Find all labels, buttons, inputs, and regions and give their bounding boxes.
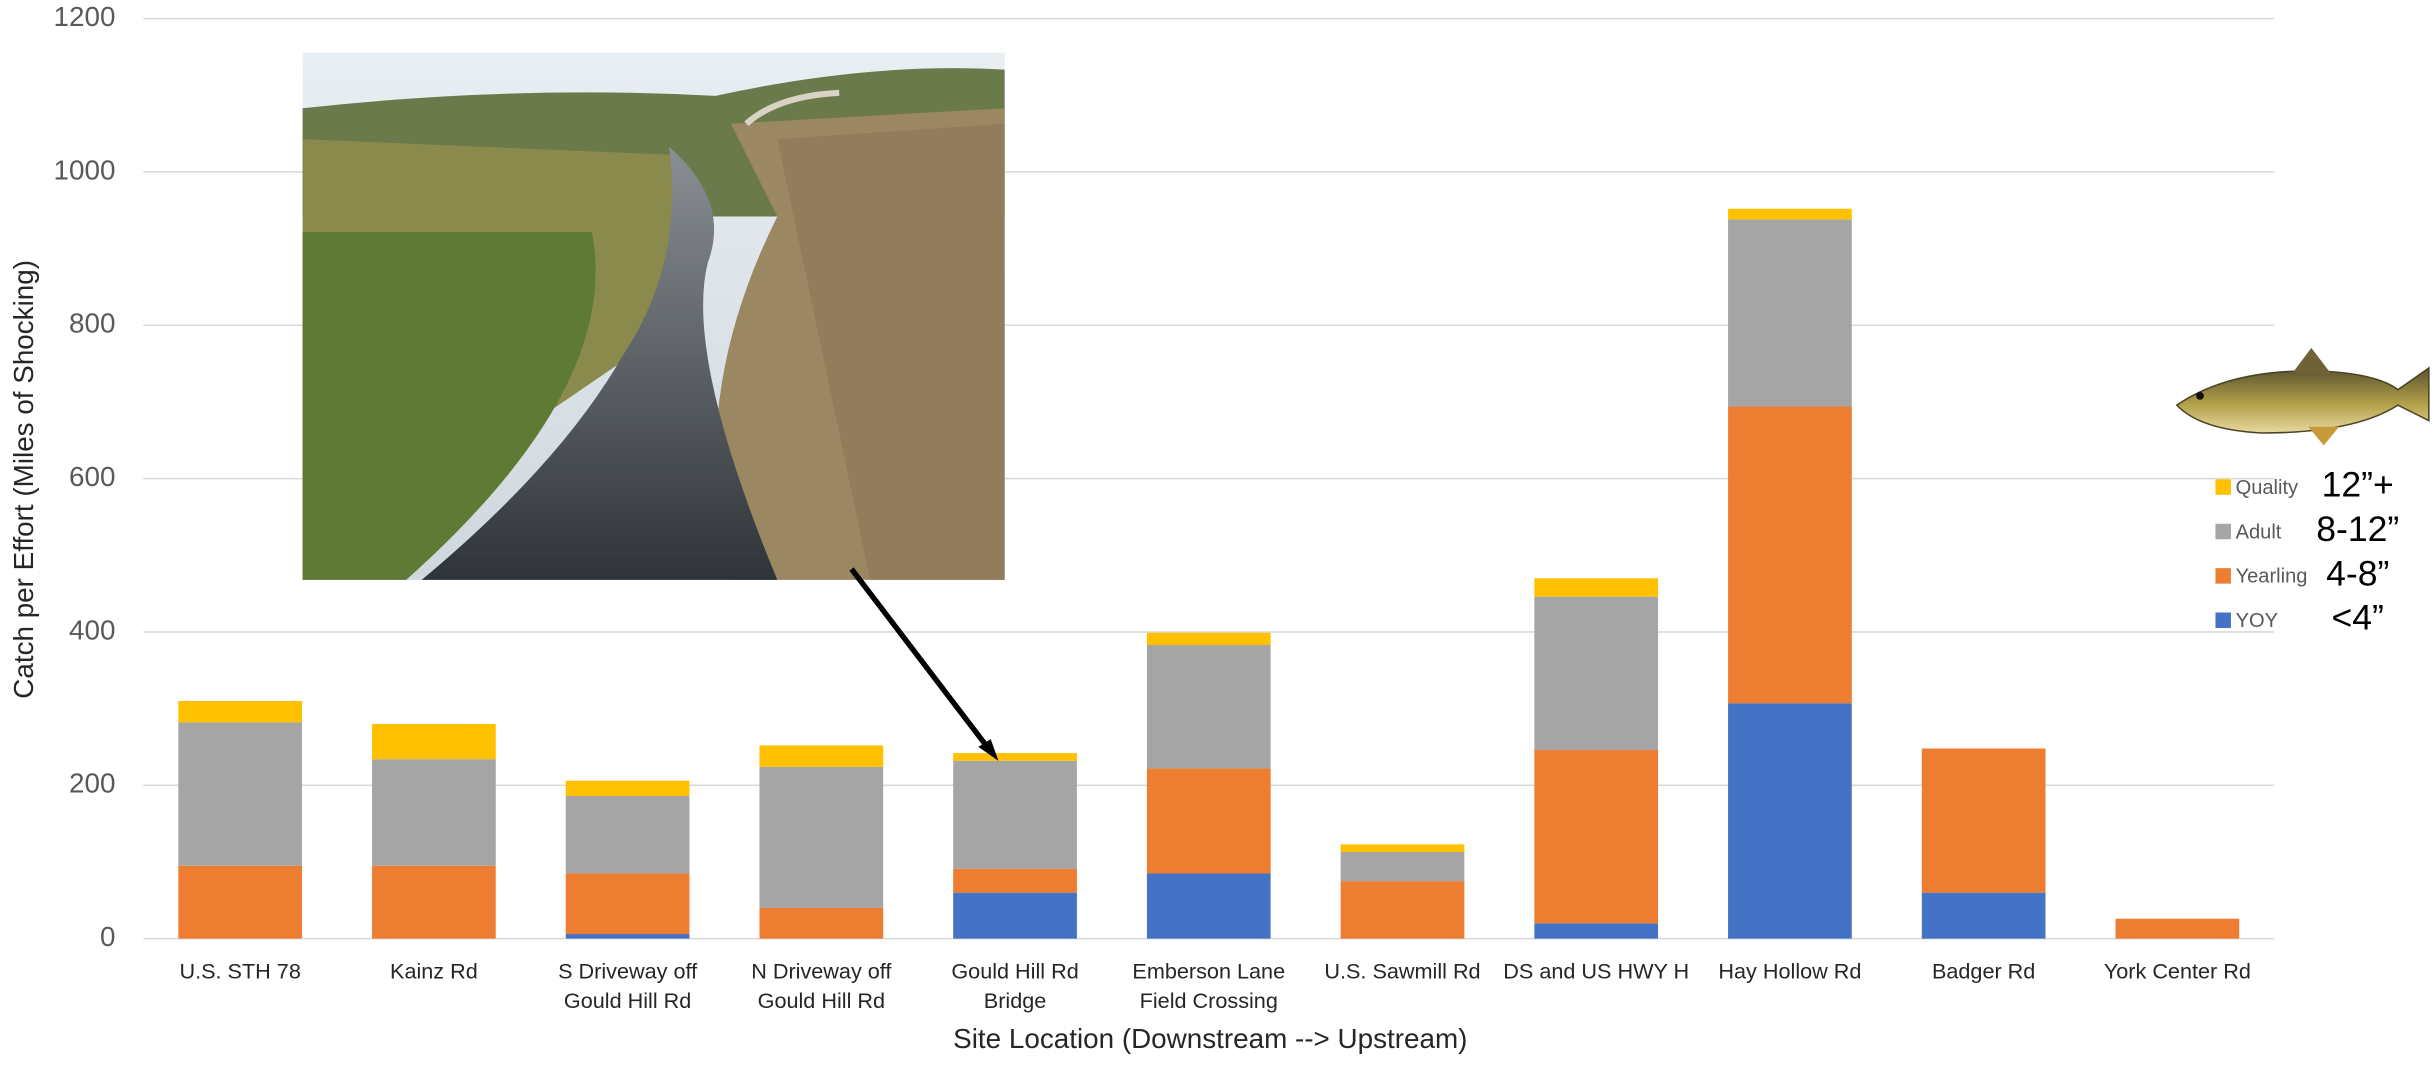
bar-segment [1340,852,1465,882]
bar-segment [565,873,690,935]
y-axis-title: Catch per Effort (Miles of Shocking) [8,260,39,699]
x-tick-label: U.S. Sawmill Rd [1324,958,1480,983]
bar-segment [565,780,690,797]
site-photo [302,52,1005,580]
bar-segment [953,760,1077,869]
y-tick-label: 0 [100,921,115,952]
bar-segment [1534,750,1659,924]
y-tick-label: 600 [69,461,115,492]
legend-label: YOY [2236,610,2278,632]
bar-segment [372,759,496,866]
bar-segment [1534,578,1659,597]
x-tick-label: Emberson Lane Field Crossing [1132,958,1285,1012]
bar-segment [1921,892,2046,939]
bar-segment [759,766,884,908]
arrow-head [978,739,999,761]
bar-segment [565,796,690,874]
x-axis-title: Site Location (Downstream --> Upstream) [953,1023,1467,1054]
bar-segment [953,892,1077,939]
bar-segment [1728,219,1852,407]
bar-segment [1728,703,1852,939]
x-tick-label: N Driveway off Gould Hill Rd [751,958,892,1012]
bar-segment [759,745,884,767]
bar-segment [1534,923,1659,939]
bar-segment [372,723,496,760]
y-tick-label: 1200 [54,1,116,32]
legend-swatch [2215,523,2231,540]
bar-segment [372,865,496,939]
y-tick-label: 800 [69,308,115,339]
bar-segment [953,868,1077,893]
bar-segment [759,907,884,939]
x-tick-label: DS and US HWY H [1503,958,1689,983]
bar-segment [1728,208,1852,220]
legend-label: Yearling [2236,566,2308,588]
bar-segment [178,700,303,723]
x-tick-label: Hay Hollow Rd [1718,958,1861,983]
bar-segment [1340,844,1465,853]
bar-segment [1146,644,1271,769]
bar-segment [953,753,1077,761]
y-tick-label: 1000 [54,154,116,185]
legend-size-label: 12”+ [2322,464,2394,504]
bar-segment [565,934,690,939]
bar-segment [2115,918,2240,939]
bar-segment [1921,748,2046,893]
legend-swatch [2215,612,2231,628]
legend-size-label: 4-8” [2326,553,2389,593]
legend-swatch [2215,568,2231,584]
bar-segment [1146,873,1271,939]
legend-label: Adult [2236,521,2282,543]
trout-illustration [2175,347,2430,446]
y-tick-label: 400 [69,614,115,645]
x-tick-label: S Driveway off Gould Hill Rd [558,958,698,1012]
legend-swatch [2215,479,2231,495]
bar-segment [178,722,303,866]
legend-label: Quality [2236,477,2299,499]
x-tick-label: U.S. STH 78 [179,958,300,983]
y-tick-label: 200 [69,768,115,799]
bar-segment [1146,768,1271,874]
bar-segment [1728,406,1852,704]
x-tick-label: Gould Hill Rd Bridge [951,958,1078,1012]
x-tick-label: York Center Rd [2104,958,2251,983]
callout-arrow [849,567,993,754]
bar-segment [1340,881,1465,939]
bar-segment [1146,632,1271,645]
x-tick-label: Kainz Rd [390,958,478,983]
bar-segment [178,865,303,939]
bar-segment [1534,596,1659,751]
legend-size-label: 8-12” [2316,509,2399,549]
x-tick-label: Badger Rd [1932,958,2035,983]
legend-size-label: <4” [2332,598,2384,638]
